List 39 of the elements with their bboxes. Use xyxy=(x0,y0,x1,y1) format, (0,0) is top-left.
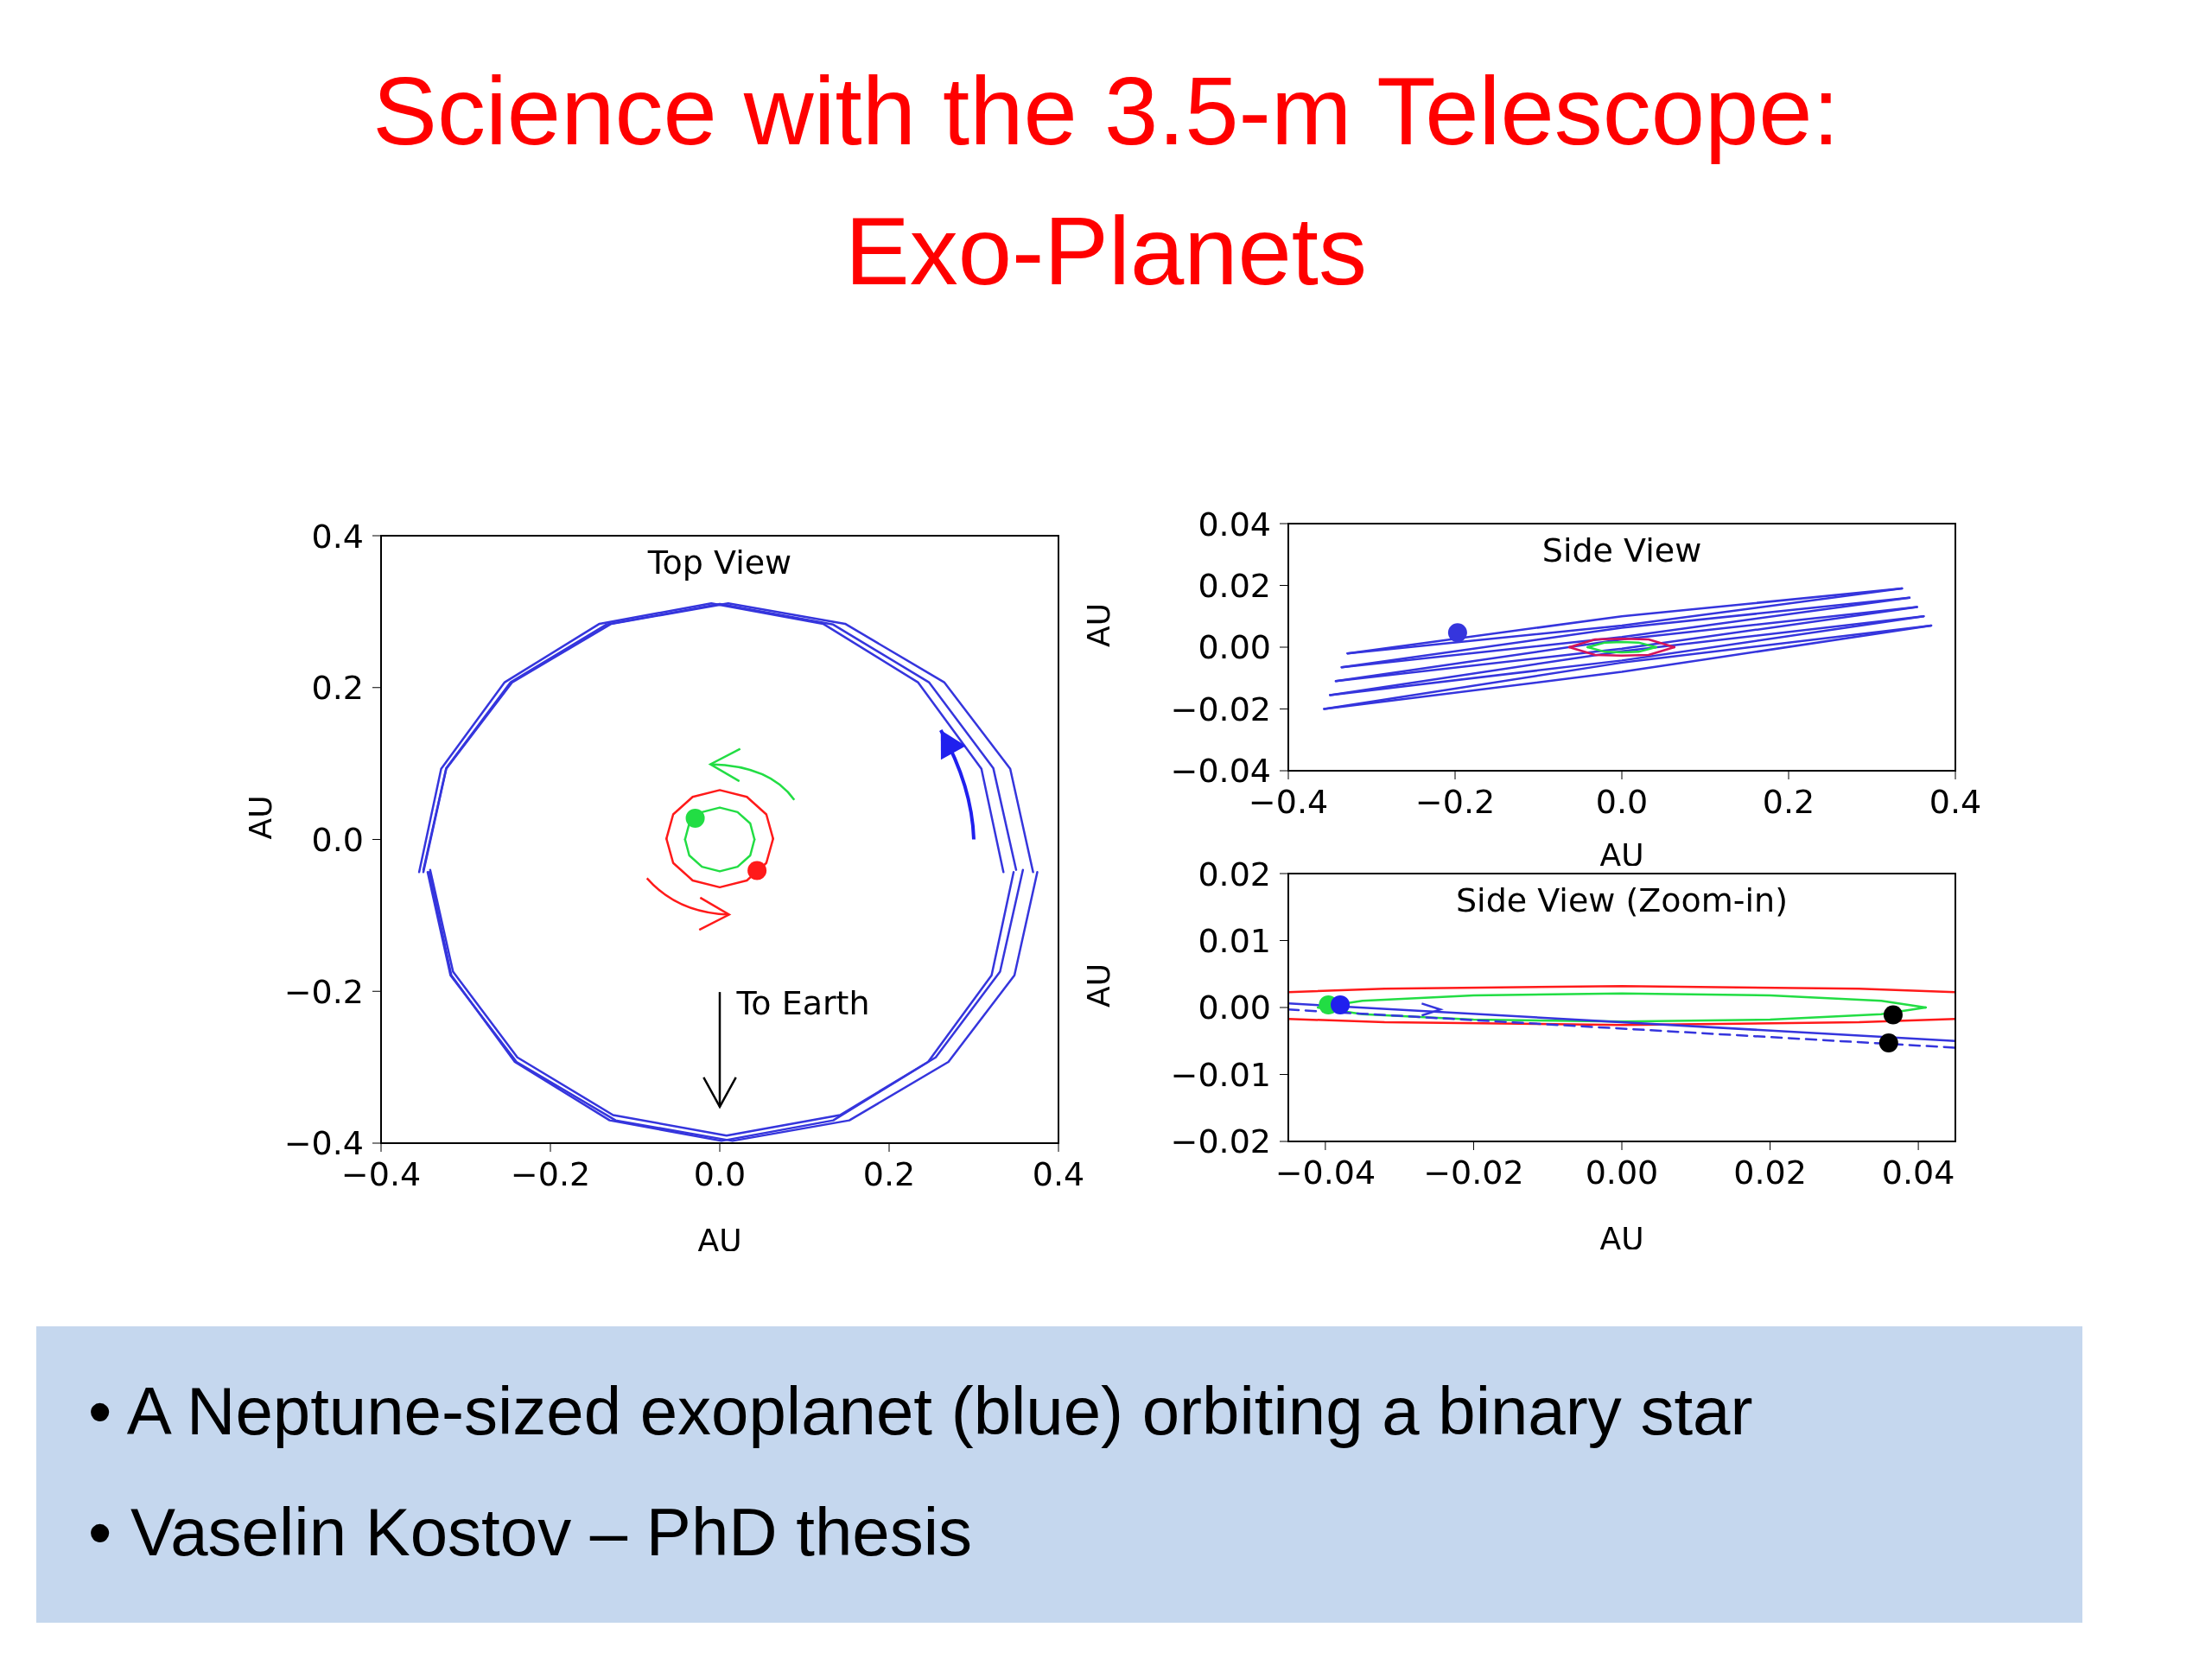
chart-subtitle: Top View xyxy=(646,543,792,582)
chart-title: Side View (Zoom-in) xyxy=(1455,881,1789,919)
y-tick-label: 0.02 xyxy=(1198,855,1271,893)
x-axis-title: AU xyxy=(1599,837,1644,873)
x-tick-label: 0.00 xyxy=(1585,1153,1659,1192)
y-tick-label: 0.00 xyxy=(1198,988,1271,1027)
chart-title: Side View xyxy=(1541,531,1702,569)
y-tick-label: 0.01 xyxy=(1198,921,1271,960)
y-tick-label: −0.02 xyxy=(1170,1122,1271,1161)
x-tick-label: 0.02 xyxy=(1733,1153,1807,1192)
text: • Vaselin Kostov – PhD thesis xyxy=(88,1493,974,1573)
y-tick-label: 0.04 xyxy=(1198,505,1271,543)
chart-title: Science with the 3.5-m Telescope: Exo-Planets xyxy=(372,56,1840,308)
y-axis-title: AU xyxy=(1080,963,1116,1007)
x-tick-label: −0.2 xyxy=(510,1154,591,1193)
y-tick-label: −0.2 xyxy=(283,972,364,1011)
x-axis-title: AU xyxy=(697,1223,742,1258)
y-tick-label: 0.02 xyxy=(1198,566,1271,605)
x-tick-label: 0.2 xyxy=(862,1154,916,1193)
text: • A Neptune-sized exoplanet (blue) orbiting a binary star xyxy=(88,1372,1754,1451)
x-tick-label: 0.0 xyxy=(693,1154,747,1193)
y-axis-title: AU xyxy=(1080,603,1116,647)
y-tick-label: −0.02 xyxy=(1170,690,1271,728)
y-tick-label: 0.2 xyxy=(311,669,364,708)
x-tick-label: 0.2 xyxy=(1762,782,1815,821)
x-tick-label: 0.04 xyxy=(1881,1153,1955,1192)
x-tick-label: −0.2 xyxy=(1414,782,1496,821)
x-tick-label: 0.0 xyxy=(1595,782,1649,821)
x-tick-label: −0.02 xyxy=(1423,1153,1524,1192)
y-tick-label: −0.01 xyxy=(1170,1055,1271,1094)
y-axis-title: AU xyxy=(242,795,278,840)
x-tick-label: 0.4 xyxy=(1032,1154,1085,1193)
arrow-label: To Earth xyxy=(736,983,870,1022)
x-tick-label: −0.04 xyxy=(1274,1153,1376,1192)
y-tick-label: 0.4 xyxy=(311,517,364,556)
y-tick-label: 0.0 xyxy=(311,820,364,859)
x-tick-label: 0.4 xyxy=(1929,782,1982,821)
y-tick-label: 0.00 xyxy=(1198,628,1271,667)
x-axis-title: AU xyxy=(1599,1221,1644,1256)
